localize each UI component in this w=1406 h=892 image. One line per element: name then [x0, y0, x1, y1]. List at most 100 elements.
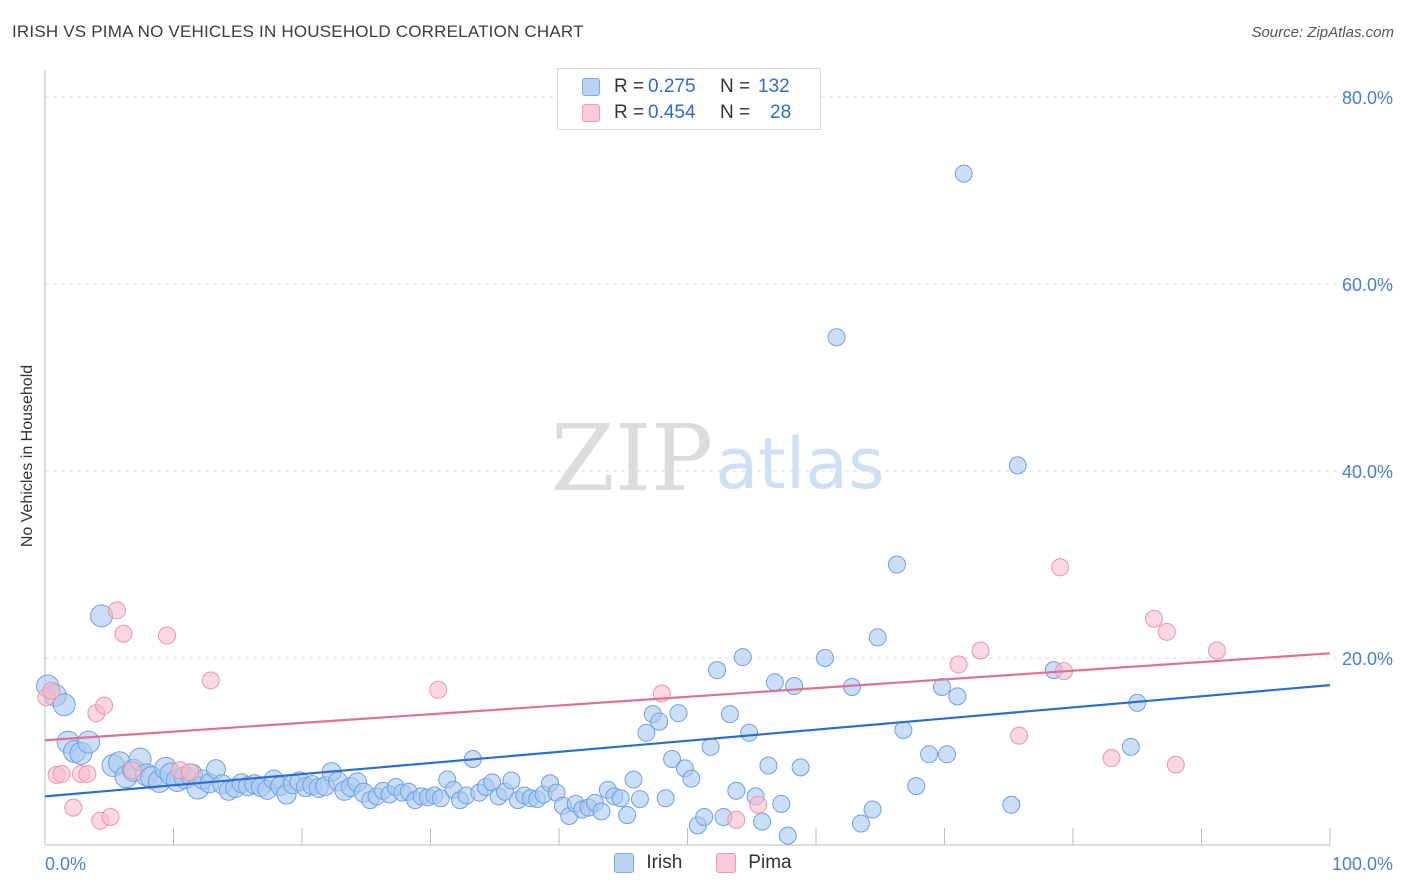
- r-key: R =: [614, 76, 645, 97]
- irish-point-90: [630, 790, 649, 809]
- pima-point-29: [1157, 622, 1176, 641]
- irish-point-95: [663, 749, 682, 768]
- irish-swatch: [582, 78, 600, 96]
- pima-swatch: [716, 853, 737, 873]
- irish-point-101: [701, 737, 720, 756]
- irish-point-112: [772, 794, 791, 813]
- pima-point-6: [78, 764, 97, 783]
- tick-labels: 20.0% 40.0% 60.0% 80.0% 0.0% 100.0%: [45, 88, 1393, 874]
- irish-point-2: [52, 693, 76, 717]
- pima-point-30: [1166, 755, 1185, 774]
- irish-point-59: [431, 789, 450, 808]
- irish-point-105: [727, 781, 746, 800]
- n-value: 132: [758, 76, 790, 97]
- stats-legend: R = 0.275 N = 132 R = 0.454 N = 28: [557, 68, 821, 130]
- irish-point-125: [920, 745, 939, 764]
- pima-point-18: [429, 680, 448, 699]
- pima-swatch: [582, 104, 600, 122]
- series-legend: Irish Pima: [0, 852, 1406, 874]
- n-key: N =: [720, 76, 751, 97]
- stats-legend-irish: R = 0.275 N = 132: [582, 75, 790, 99]
- gridlines: [45, 96, 1392, 659]
- irish-point-104: [720, 705, 739, 724]
- y-tick-label-2: 60.0%: [1342, 275, 1393, 295]
- legend-item-pima[interactable]: Pima: [716, 852, 792, 874]
- x-tick-label-1: 100.0%: [1332, 854, 1393, 874]
- irish-point-107: [740, 723, 759, 742]
- irish-point-117: [827, 328, 846, 347]
- irish-point-84: [592, 802, 611, 821]
- watermark-zip: ZIP: [551, 405, 713, 512]
- legend-label-pima: Pima: [748, 852, 792, 873]
- irish-point-91: [637, 723, 656, 742]
- r-value: 0.454: [648, 102, 696, 123]
- irish-point-120: [863, 800, 882, 819]
- irish-swatch: [614, 853, 635, 873]
- pima-point-1: [42, 681, 61, 700]
- pima-point-13: [123, 761, 142, 780]
- irish-point-114: [785, 677, 804, 696]
- irish-point-119: [851, 814, 870, 833]
- pima-point-21: [749, 795, 768, 814]
- pima-point-24: [1010, 726, 1029, 745]
- r-key: R =: [614, 102, 645, 123]
- pima-point-3: [52, 764, 71, 783]
- irish-point-88: [618, 806, 637, 825]
- legend-label-irish: Irish: [646, 852, 683, 873]
- irish-point-124: [907, 777, 926, 796]
- pima-point-10: [101, 807, 120, 826]
- pima-point-11: [107, 601, 126, 620]
- n-key: N =: [720, 102, 751, 123]
- irish-point-87: [611, 789, 630, 808]
- pima-point-23: [971, 641, 990, 660]
- pima-point-9: [95, 696, 114, 715]
- irish-point-102: [708, 661, 727, 680]
- irish-point-96: [669, 704, 688, 723]
- irish-point-115: [791, 758, 810, 777]
- irish-point-127: [938, 745, 957, 764]
- irish-point-70: [502, 771, 521, 790]
- chart-source: Source: ZipAtlas.com: [1251, 24, 1394, 41]
- pima-point-4: [64, 798, 83, 817]
- irish-point-113: [778, 826, 797, 845]
- legend-item-irish[interactable]: Irish: [614, 852, 682, 874]
- pima-point-12: [114, 624, 133, 643]
- irish-trend-line: [44, 684, 1331, 798]
- irish-point-131: [1008, 456, 1027, 475]
- trend-lines: [44, 652, 1331, 798]
- pima-point-16: [181, 763, 200, 782]
- r-value: 0.275: [648, 76, 696, 97]
- watermark: ZIP atlas: [551, 405, 885, 512]
- stats-legend-pima: R = 0.454 N = 28: [582, 101, 791, 125]
- pima-point-20: [727, 810, 746, 829]
- y-tick-label-0: 20.0%: [1342, 649, 1393, 669]
- irish-point-93: [650, 712, 669, 731]
- pima-point-31: [1207, 641, 1226, 660]
- irish-point-110: [759, 756, 778, 775]
- pima-trend-line: [44, 652, 1331, 742]
- irish-point-100: [695, 807, 714, 826]
- irish-point-133: [1121, 737, 1140, 756]
- n-value: 28: [770, 102, 792, 123]
- y-tick-label-3: 80.0%: [1342, 88, 1393, 108]
- pima-point-22: [949, 655, 968, 674]
- irish-point-6: [77, 730, 101, 754]
- pima-point-25: [1051, 558, 1070, 577]
- irish-point-129: [954, 164, 973, 183]
- watermark-atlas: atlas: [715, 423, 884, 505]
- irish-point-123: [894, 720, 913, 739]
- irish-point-111: [765, 673, 784, 692]
- chart-title: IRISH VS PIMA NO VEHICLES IN HOUSEHOLD C…: [12, 22, 584, 41]
- irish-point-130: [1002, 795, 1021, 814]
- irish-point-109: [753, 812, 772, 831]
- pima-point-28: [1144, 609, 1163, 628]
- pima-point-17: [201, 671, 220, 690]
- irish-point-89: [624, 770, 643, 789]
- pima-point-27: [1102, 749, 1121, 768]
- irish-point-116: [815, 649, 834, 667]
- irish-point-128: [948, 687, 967, 706]
- x-tick-label-0: 0.0%: [45, 854, 86, 874]
- axes: [44, 70, 1331, 846]
- y-tick-label-1: 40.0%: [1342, 462, 1393, 482]
